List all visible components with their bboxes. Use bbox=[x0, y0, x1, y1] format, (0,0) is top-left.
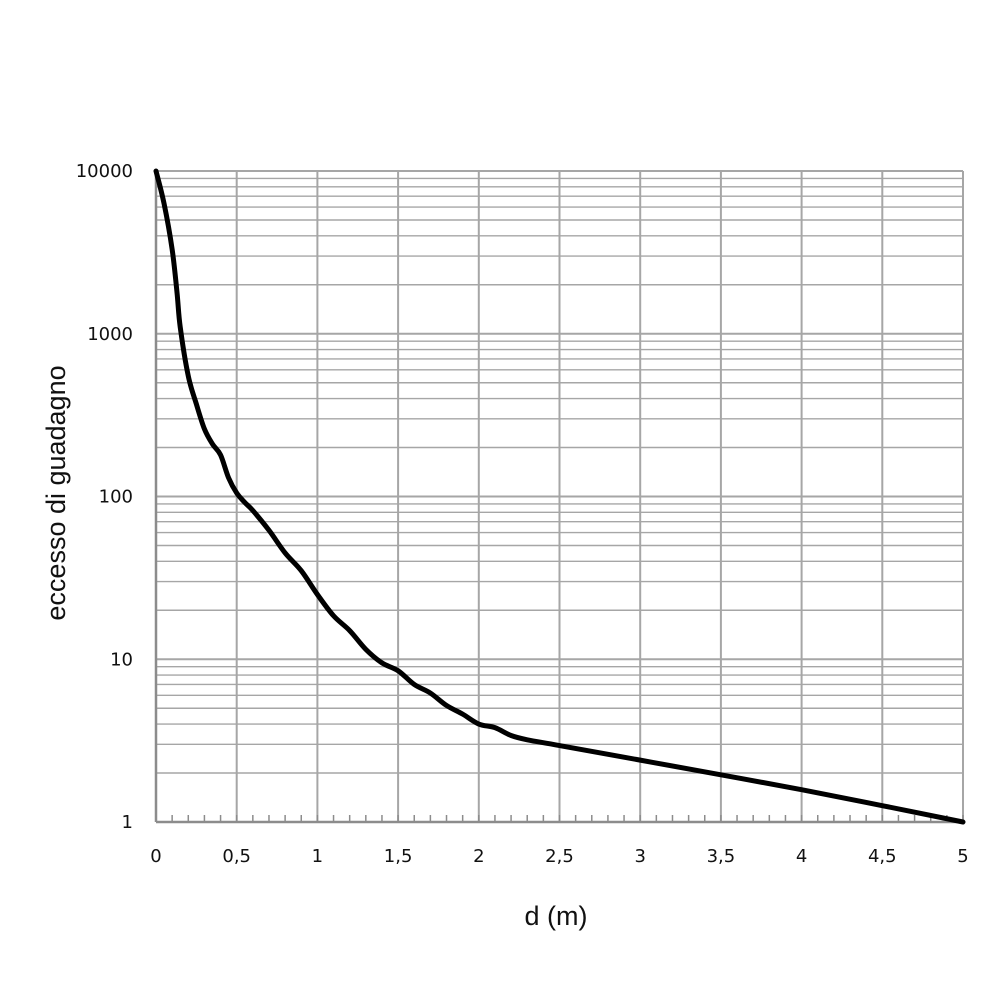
y-tick-label: 100 bbox=[99, 487, 133, 508]
x-tick-label: 0 bbox=[150, 846, 161, 867]
x-tick-label: 4 bbox=[796, 846, 807, 867]
x-tick-label: 5 bbox=[957, 846, 968, 867]
x-tick-label: 3 bbox=[634, 846, 645, 867]
y-tick-label: 1000 bbox=[87, 324, 133, 345]
x-tick-label: 2 bbox=[473, 846, 484, 867]
y-axis-tick-labels: 1 10 100 1000 10000 bbox=[76, 161, 133, 833]
series-line bbox=[153, 168, 966, 825]
x-axis-title: d (m) bbox=[525, 901, 588, 931]
y-tick-label: 1 bbox=[122, 812, 133, 833]
x-tick-label: 1,5 bbox=[384, 846, 413, 867]
x-tick-label: 0,5 bbox=[222, 846, 251, 867]
plot-area-frame bbox=[154, 171, 963, 824]
x-axis-tick-labels: 0 0,5 1 1,5 2 2,5 3 3,5 4 4,5 5 bbox=[150, 846, 968, 867]
x-tick-label: 3,5 bbox=[707, 846, 736, 867]
x-tick-label: 4,5 bbox=[868, 846, 897, 867]
series-layer bbox=[153, 168, 966, 825]
x-tick-label: 2,5 bbox=[545, 846, 574, 867]
y-axis-title: eccesso di guadagno bbox=[41, 365, 71, 620]
y-tick-label: 10 bbox=[110, 649, 133, 670]
y-tick-label: 10000 bbox=[76, 161, 133, 182]
x-tick-label: 1 bbox=[312, 846, 323, 867]
